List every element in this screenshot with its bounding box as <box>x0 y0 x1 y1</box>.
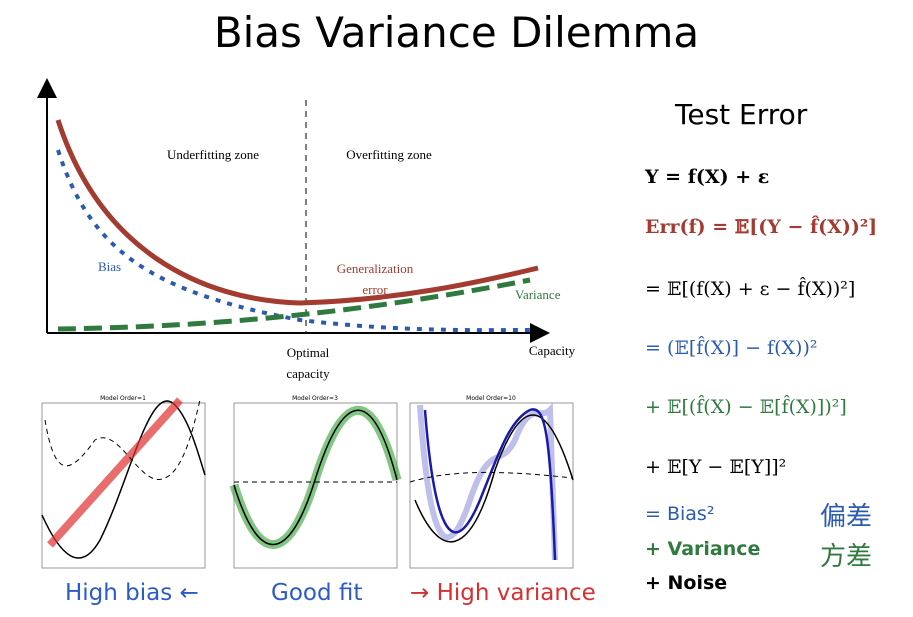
example-plot: Model Order=3 <box>229 395 402 569</box>
label: Capacity <box>529 343 576 358</box>
formula: Err(f) = 𝔼[(Y − f̂(X))²] <box>645 216 878 238</box>
label: Variance <box>515 287 561 302</box>
variance-curve <box>57 277 531 332</box>
svg-text:Model Order=3: Model Order=3 <box>292 395 338 402</box>
label: Generalization <box>337 261 414 276</box>
bias-curve <box>56 149 531 333</box>
summary-term: + Variance <box>645 538 761 560</box>
chinese-label: 偏差 <box>820 502 873 532</box>
svg-text:Model Order=1: Model Order=1 <box>100 395 146 402</box>
caption: → High variance <box>410 580 596 606</box>
title: Bias Variance Dilemma <box>213 8 700 57</box>
label: capacity <box>286 366 330 381</box>
caption: High bias ← <box>65 580 199 606</box>
summary-term: + Noise <box>645 572 728 594</box>
label: Overfitting zone <box>346 147 432 162</box>
example-plot: Model Order=1 <box>41 395 206 569</box>
diagram: Underfitting zone Overfitting zone Bias … <box>37 78 576 569</box>
summary-term: = Bias² <box>645 503 715 525</box>
formula: = (𝔼[f̂(X)] − f(X))² <box>645 337 818 359</box>
formula: + 𝔼[(f̂(X) − 𝔼[f̂(X)])²] <box>645 396 847 418</box>
label: Bias <box>98 259 121 274</box>
formula: = 𝔼[(f(X) + ε − f̂(X))²] <box>645 278 856 300</box>
caption: Good fit <box>271 580 363 606</box>
formula: + 𝔼[Y − 𝔼[Y]]² <box>645 456 787 478</box>
label: error <box>362 282 388 297</box>
label: Underfitting zone <box>167 147 259 162</box>
svg-text:Model Order=10: Model Order=10 <box>466 395 516 402</box>
generalization-curve <box>55 119 539 306</box>
formula: Y = f(X) + ε <box>645 166 770 188</box>
heading: Test Error <box>675 98 808 131</box>
example-plot: Model Order=10 <box>409 395 574 569</box>
label: Optimal <box>287 345 330 360</box>
chinese-label: 方差 <box>820 542 873 572</box>
